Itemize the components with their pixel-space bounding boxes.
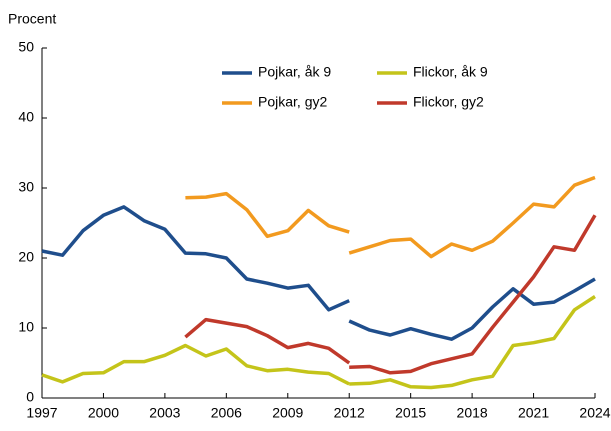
x-tick-label: 2012	[334, 405, 365, 421]
x-tick-label: 2003	[149, 405, 180, 421]
y-tick-label: 40	[18, 109, 34, 125]
y-axis-label: Procent	[8, 11, 56, 27]
legend-label: Flickor, åk 9	[413, 64, 488, 80]
x-tick-label: 1997	[26, 405, 57, 421]
series-line	[41, 205, 596, 341]
series-line	[184, 214, 597, 375]
legend-label: Pojkar, gy2	[258, 94, 327, 110]
x-tick-label: 2021	[518, 405, 549, 421]
x-tick-label: 2000	[88, 405, 119, 421]
series-line	[185, 175, 596, 259]
y-tick-label: 50	[18, 39, 34, 55]
series-line	[41, 295, 596, 390]
legend-label: Flickor, gy2	[413, 94, 484, 110]
legend-label: Pojkar, åk 9	[258, 64, 331, 80]
x-tick-label: 2018	[457, 405, 488, 421]
y-tick-label: 0	[26, 389, 34, 405]
y-tick-label: 20	[18, 249, 34, 265]
x-tick-label: 2024	[579, 405, 610, 421]
y-tick-label: 30	[18, 179, 34, 195]
x-tick-label: 2009	[272, 405, 303, 421]
x-tick-label: 2006	[211, 405, 242, 421]
y-tick-label: 10	[18, 319, 34, 335]
x-tick-label: 2015	[395, 405, 426, 421]
